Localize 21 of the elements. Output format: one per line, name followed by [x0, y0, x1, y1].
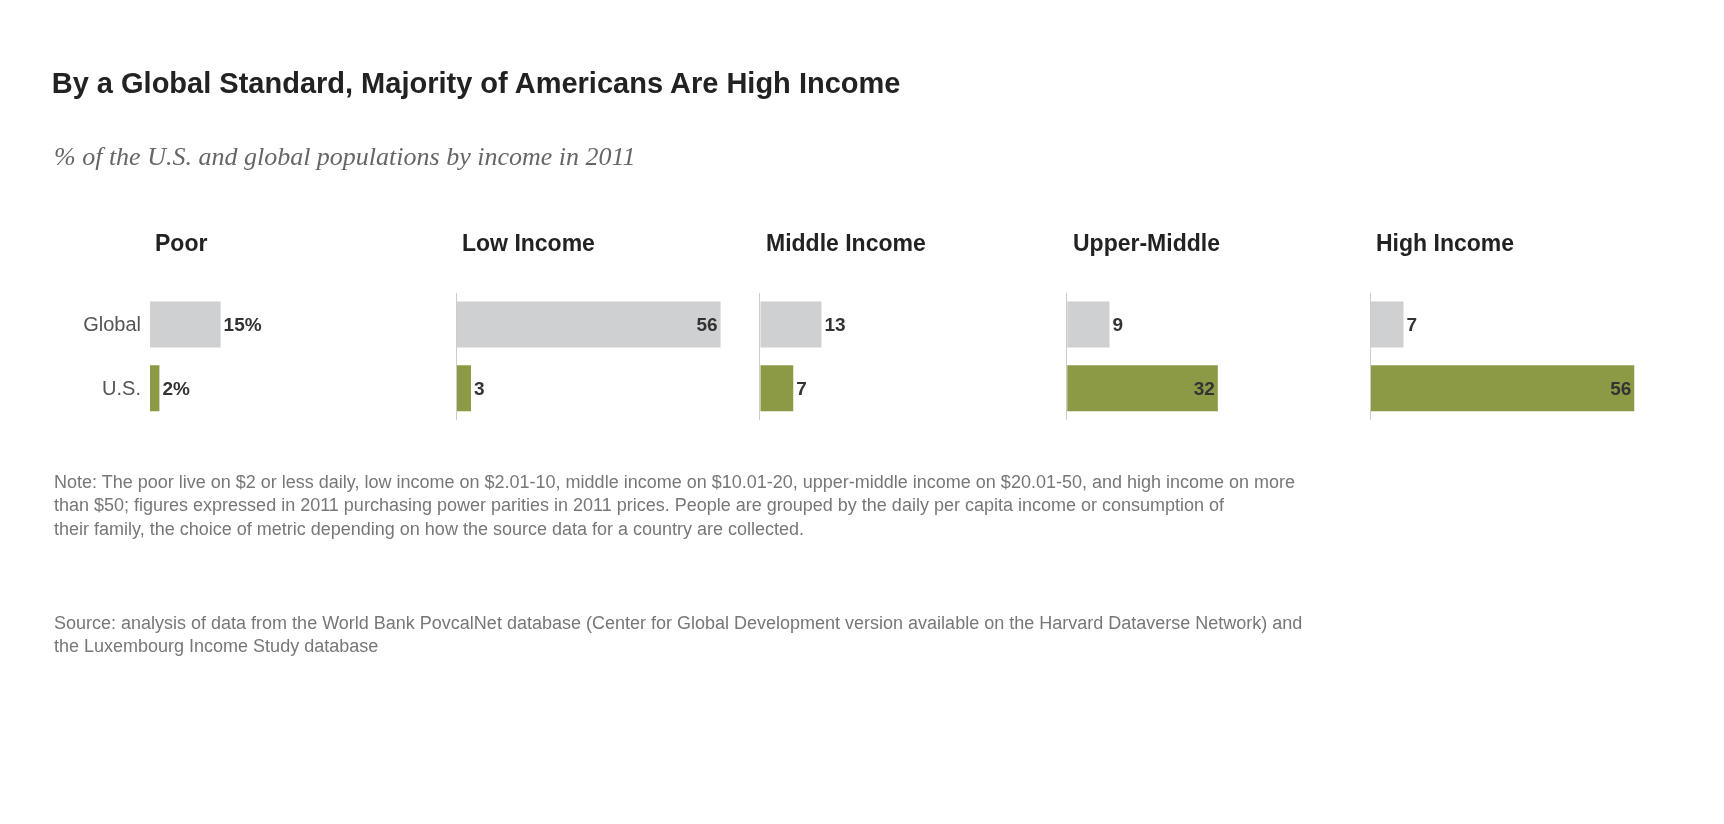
data-label: 13	[824, 313, 846, 335]
data-label: 7	[1406, 313, 1418, 335]
data-label: 7	[796, 377, 807, 399]
data-label: 9	[1112, 313, 1124, 335]
text: Note: The poor live on $2 or less daily, low income on $2.01-10, middle income on $10.01-20, upper-middle income on $20.01-50, and high income on more than $50; figures expressed in 2011 purchasing power parities in 2011 prices. People are grouped by the daily per capita income or consumption of their family, the choice of metric depending on how the source data for a country are collected.	[54, 472, 1296, 539]
data-label: 56	[1610, 377, 1632, 399]
x-axis-title: Middle Income	[766, 230, 926, 256]
x-axis-title: Low Income	[462, 230, 595, 256]
text: % of the U.S. and global populations by income in 2011	[54, 142, 636, 171]
y-tick-label: U.S.	[102, 377, 141, 400]
data-label: 3	[473, 377, 485, 399]
data-label: 2%	[162, 377, 190, 399]
data-label: 32	[1193, 377, 1215, 399]
text: By a Global Standard, Majority of Americans Are High Income	[51, 66, 901, 99]
x-axis-title: Poor	[155, 230, 208, 256]
data-label: 56	[696, 313, 718, 335]
x-axis-title: High Income	[1376, 230, 1515, 256]
source-note: Source: analysis of data from the World Bank PovcalNet database (Center for Global Development version available on the Harvard Dataverse Network) and the Luxembourg Income Study database	[54, 613, 1303, 657]
y-tick-label: Global	[83, 313, 141, 336]
x-axis-title: Upper-Middle	[1073, 230, 1220, 256]
data-label: 15%	[223, 313, 262, 335]
